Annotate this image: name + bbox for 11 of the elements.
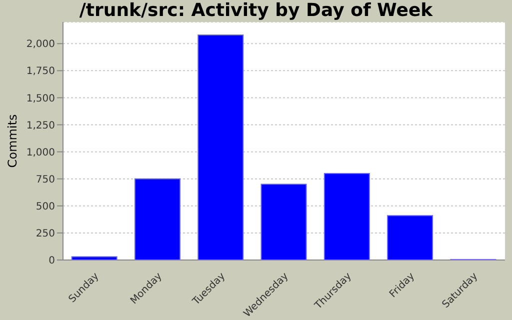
y-tick-label: 500 xyxy=(36,201,55,212)
y-tick-label: 0 xyxy=(48,256,55,267)
y-tick-label: 1,250 xyxy=(26,120,55,132)
y-tick-label: 250 xyxy=(36,228,55,240)
y-tick-label: 1,750 xyxy=(26,66,55,78)
chart-title: /trunk/src: Activity by Day of Week xyxy=(78,0,434,22)
y-tick-label: 750 xyxy=(36,174,55,186)
y-tick-label: 1,500 xyxy=(26,93,55,104)
y-axis-title: Commits xyxy=(5,114,20,168)
y-tick-label: 1,000 xyxy=(26,147,55,158)
y-tick-label: 2,000 xyxy=(26,39,55,50)
